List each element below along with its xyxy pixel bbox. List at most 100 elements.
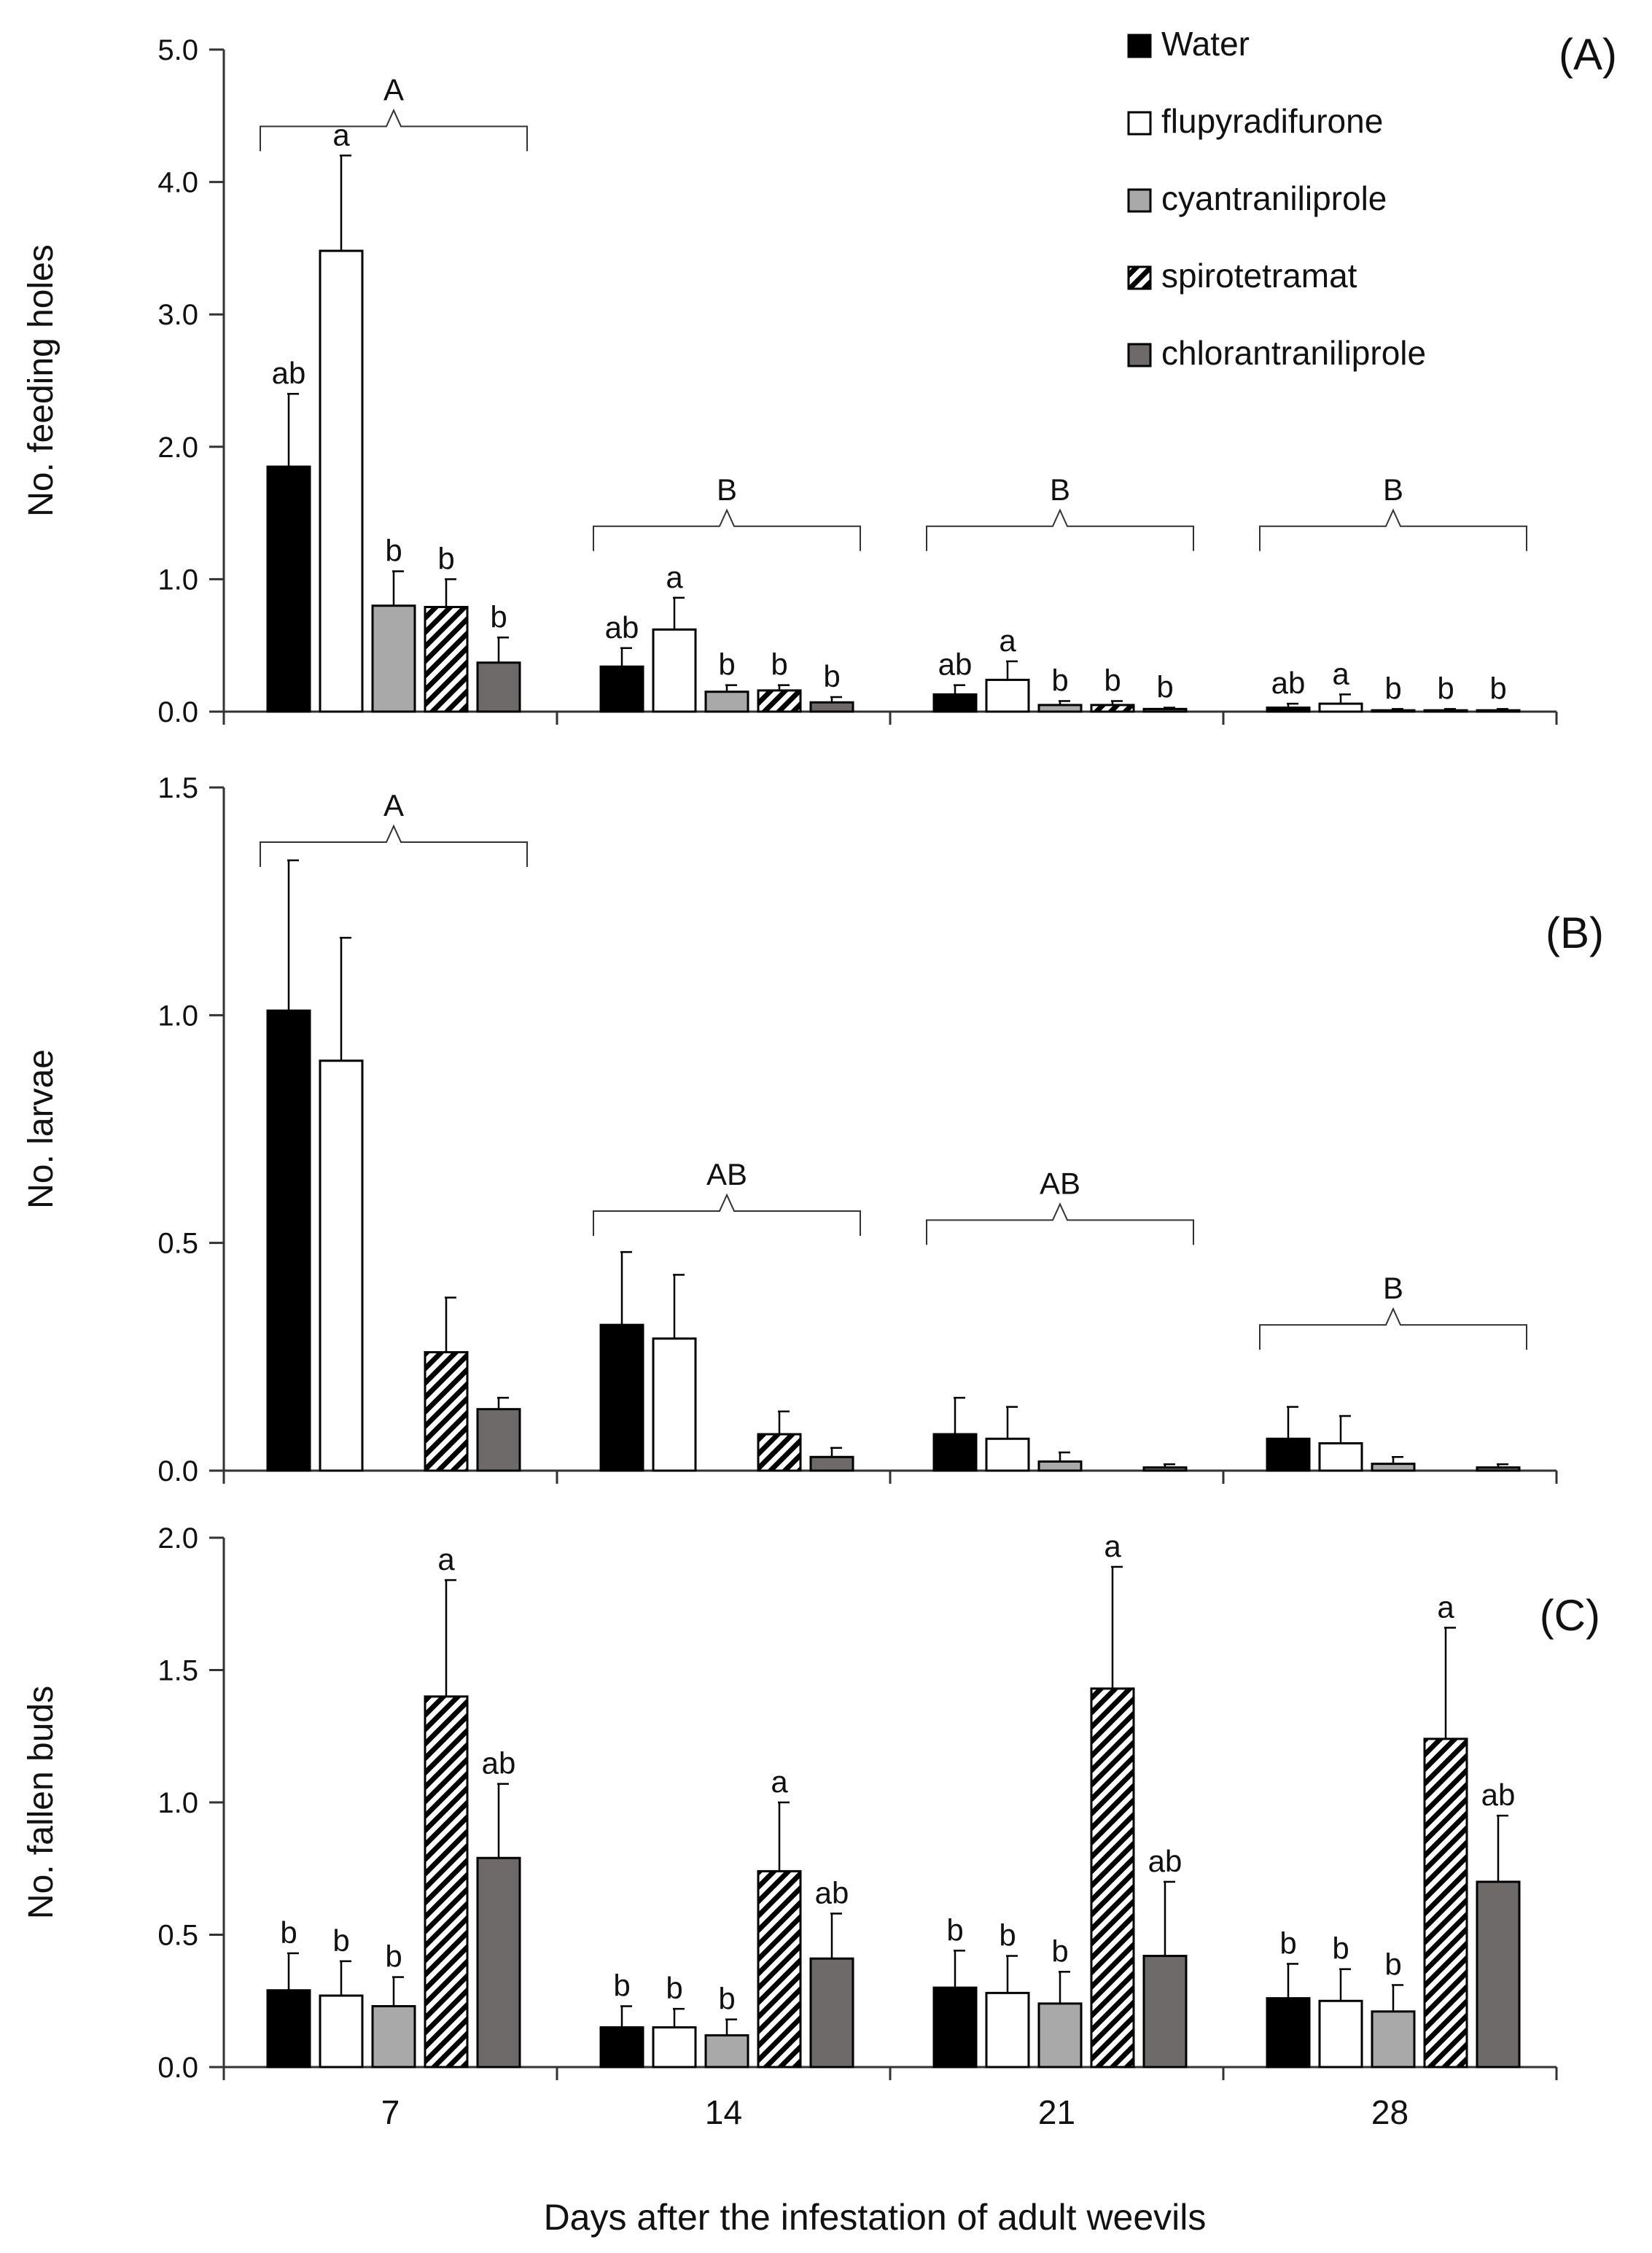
significance-letter: ab xyxy=(815,1875,849,1910)
bar-Water xyxy=(1266,707,1311,713)
significance-letter: b xyxy=(1051,1934,1068,1968)
y-tick-label: 2.0 xyxy=(157,432,198,464)
bar-Water xyxy=(266,1989,311,2069)
group-letter: A xyxy=(383,72,404,106)
y-tick-label: 1.0 xyxy=(157,564,198,596)
bar-flupyradifurone xyxy=(652,2026,697,2069)
y-axis-title: No. feeding holes xyxy=(22,244,61,517)
significance-letter: ab xyxy=(1271,666,1306,700)
bar-cyantraniliprole xyxy=(1037,1460,1083,1472)
y-tick-label: 1.5 xyxy=(157,772,198,804)
group-bracket xyxy=(926,508,1194,551)
panel-2: 0.0 0.5 1.0 1.5 No. larvae (B) A AB AB B xyxy=(22,772,1604,1487)
significance-letter: a xyxy=(1104,1529,1121,1563)
significance-letter: a xyxy=(1437,1589,1454,1624)
significance-letter: b xyxy=(823,659,840,693)
panel-label: (B) xyxy=(1546,908,1604,957)
bar-cyantraniliprole xyxy=(1371,709,1416,713)
panel-label: (A) xyxy=(1559,30,1617,79)
bar-cyantraniliprole xyxy=(704,2034,749,2069)
bar-flupyradifurone xyxy=(652,628,697,713)
bar-Water xyxy=(932,1986,978,2069)
significance-letter: b xyxy=(437,541,454,575)
significance-letter: b xyxy=(1279,1926,1296,1960)
bar-chlorantraniliprole xyxy=(809,701,854,713)
bar-flupyradifurone xyxy=(652,1337,697,1472)
x-tick-label: 21 xyxy=(1038,2093,1075,2131)
bar-Water xyxy=(1266,1997,1311,2069)
bar-flupyradifurone xyxy=(985,678,1030,713)
bar-chlorantraniliprole xyxy=(809,1455,854,1472)
bar-Water xyxy=(266,465,311,713)
significance-letter: ab xyxy=(1481,1778,1516,1812)
group-bracket xyxy=(1259,508,1527,551)
significance-letter: b xyxy=(1437,671,1454,705)
y-tick-label: 1.5 xyxy=(157,1655,198,1687)
bar-Water xyxy=(599,2026,644,2069)
significance-letter: b xyxy=(280,1915,297,1950)
significance-letter: b xyxy=(771,647,787,682)
significance-letter: a xyxy=(999,623,1016,658)
bar-spirotetramat xyxy=(424,606,469,713)
bar-cyantraniliprole xyxy=(704,690,749,713)
bar-cyantraniliprole xyxy=(1037,704,1083,713)
y-tick-label: 4.0 xyxy=(157,167,198,199)
significance-letter: b xyxy=(718,1982,735,2016)
bar-Water xyxy=(599,665,644,713)
bar-chlorantraniliprole xyxy=(1476,1880,1521,2069)
legend-label: flupyradifurone xyxy=(1161,102,1383,140)
significance-letter: a xyxy=(1332,656,1349,690)
significance-letter: b xyxy=(613,1969,630,2003)
legend-label: spirotetramat xyxy=(1161,257,1357,295)
bar-chlorantraniliprole xyxy=(1142,1955,1188,2069)
significance-letter: b xyxy=(999,1918,1016,1953)
significance-letter: b xyxy=(1104,663,1121,697)
x-tick-label: 28 xyxy=(1371,2093,1409,2131)
bar-Water xyxy=(266,1009,311,1472)
bar-cyantraniliprole xyxy=(1037,2002,1083,2069)
bar-spirotetramat xyxy=(424,1695,469,2069)
group-bracket xyxy=(593,508,861,551)
group-letter: AB xyxy=(706,1157,747,1191)
bar-cyantraniliprole xyxy=(1371,2010,1416,2069)
group-letter: B xyxy=(717,472,737,507)
group-bracket xyxy=(593,1193,861,1236)
dark-gray-square-icon xyxy=(1127,343,1152,367)
panel-3: 0.00.51.01.52.0No. fallen buds(C)b b baab7… xyxy=(22,1522,1600,2131)
x-tick-label: 14 xyxy=(705,2093,742,2131)
significance-letter: ab xyxy=(938,647,973,682)
significance-letter: a xyxy=(437,1542,455,1576)
bar-spirotetramat xyxy=(757,1869,802,2069)
y-tick-label: 1.0 xyxy=(157,1787,198,1819)
bar-flupyradifurone xyxy=(1318,1442,1363,1472)
significance-letter: b xyxy=(718,647,735,682)
y-tick-label: 0.0 xyxy=(157,2052,198,2084)
significance-letter: b xyxy=(385,1939,402,1974)
y-tick-label: 0.5 xyxy=(157,1228,198,1260)
y-tick-label: 0.0 xyxy=(157,696,198,728)
open-square-icon xyxy=(1127,111,1152,136)
y-axis-title: No. fallen buds xyxy=(22,1686,61,1919)
panel-label: (C) xyxy=(1540,1591,1600,1640)
bar-cyantraniliprole xyxy=(371,2005,416,2069)
significance-letter: a xyxy=(332,117,350,152)
bar-Water xyxy=(1266,1437,1311,1472)
bar-spirotetramat xyxy=(1090,1687,1135,2069)
x-axis-title: Days after the infestation of adult weev… xyxy=(544,2197,1207,2238)
x-tick-label: 7 xyxy=(381,2093,400,2131)
group-bracket xyxy=(926,1202,1194,1245)
gray-square-icon xyxy=(1127,188,1152,213)
significance-letter: b xyxy=(946,1912,963,1947)
bar-chlorantraniliprole xyxy=(1142,1466,1188,1472)
significance-letter: b xyxy=(1051,663,1068,697)
bar-flupyradifurone xyxy=(1318,702,1363,713)
significance-letter: b xyxy=(1156,670,1173,704)
y-axis-title: No. larvae xyxy=(22,1049,61,1209)
bar-chlorantraniliprole xyxy=(809,1957,854,2069)
legend-label: Water xyxy=(1161,25,1250,63)
bar-flupyradifurone xyxy=(1318,1999,1363,2069)
bar-Water xyxy=(599,1323,644,1472)
filled-square-icon xyxy=(1127,34,1152,58)
significance-letter: ab xyxy=(272,356,306,390)
